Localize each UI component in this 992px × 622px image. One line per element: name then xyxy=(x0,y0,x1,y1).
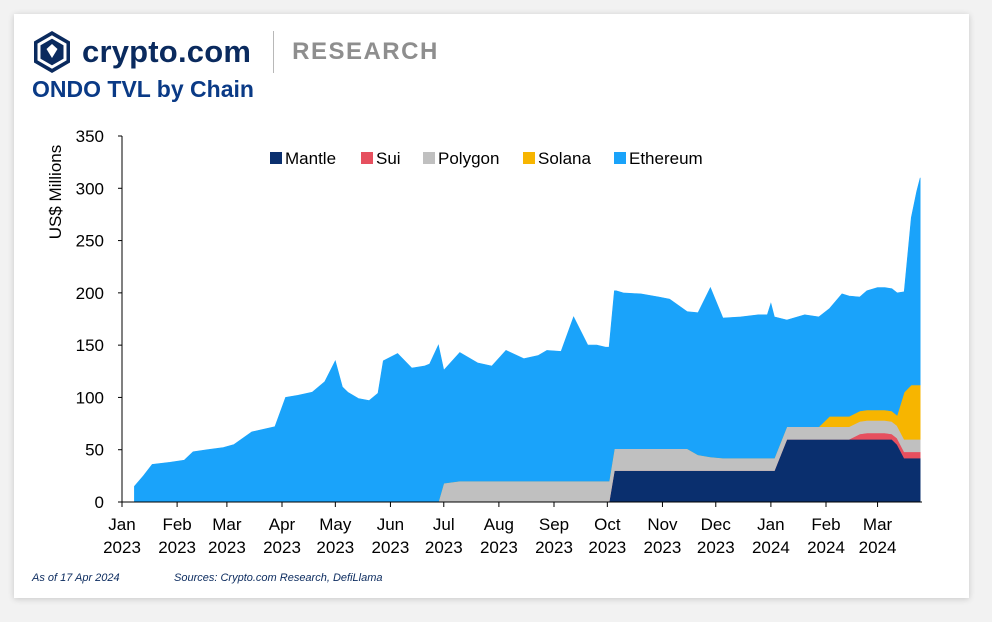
x-tick-label-year: 2023 xyxy=(588,538,626,557)
y-tick-label: 300 xyxy=(76,179,104,198)
x-tick-label-month: Jan xyxy=(757,515,784,534)
x-tick-label-year: 2023 xyxy=(158,538,196,557)
legend-label-sui: Sui xyxy=(376,149,401,168)
y-tick-label: 250 xyxy=(76,232,104,251)
x-tick-label-month: Feb xyxy=(811,515,840,534)
y-tick-label: 50 xyxy=(85,441,104,460)
crypto-com-logo-icon xyxy=(34,31,70,73)
x-tick-label-month: Apr xyxy=(269,515,296,534)
brand-section: RESEARCH xyxy=(292,38,439,65)
legend-label-mantle: Mantle xyxy=(285,149,336,168)
x-tick-label-year: 2023 xyxy=(103,538,141,557)
x-tick-label-month: Dec xyxy=(701,515,732,534)
legend-swatch-sui xyxy=(361,152,373,164)
x-tick-label-month: Oct xyxy=(594,515,621,534)
legend-swatch-mantle xyxy=(270,152,282,164)
x-tick-label-year: 2023 xyxy=(263,538,301,557)
x-tick-label-year: 2023 xyxy=(535,538,573,557)
x-tick-label-year: 2023 xyxy=(480,538,518,557)
y-tick-label: 0 xyxy=(95,493,104,512)
legend-swatch-polygon xyxy=(423,152,435,164)
legend-swatch-solana xyxy=(523,152,535,164)
x-tick-label-month: Jul xyxy=(433,515,455,534)
x-tick-label-month: Mar xyxy=(212,515,242,534)
y-tick-label: 350 xyxy=(76,127,104,146)
legend-swatch-ethereum xyxy=(614,152,626,164)
x-tick-label-month: Nov xyxy=(647,515,678,534)
chart-title: ONDO TVL by Chain xyxy=(32,76,254,102)
y-tick-label: 150 xyxy=(76,336,104,355)
x-tick-label-year: 2024 xyxy=(752,538,790,557)
legend-label-solana: Solana xyxy=(538,149,591,168)
y-tick-label: 100 xyxy=(76,388,104,407)
x-tick-label-year: 2023 xyxy=(697,538,735,557)
brand-divider xyxy=(273,31,275,73)
y-axis-label: US$ Millions xyxy=(46,145,65,239)
x-tick-label-year: 2023 xyxy=(372,538,410,557)
legend-label-ethereum: Ethereum xyxy=(629,149,703,168)
x-tick-label-year: 2023 xyxy=(644,538,682,557)
x-tick-label-month: May xyxy=(319,515,352,534)
x-tick-label-year: 2023 xyxy=(316,538,354,557)
x-tick-label-year: 2023 xyxy=(425,538,463,557)
x-tick-label-month: Mar xyxy=(863,515,893,534)
x-tick-label-month: Jan xyxy=(108,515,135,534)
x-tick-label-year: 2024 xyxy=(859,538,897,557)
brand-header: crypto.com RESEARCH xyxy=(32,28,439,76)
y-tick-label: 200 xyxy=(76,284,104,303)
as-of-note: As of 17 Apr 2024 xyxy=(32,572,120,584)
brand-name: crypto.com xyxy=(82,34,252,69)
x-tick-label-month: Feb xyxy=(162,515,191,534)
x-tick-label-year: 2023 xyxy=(208,538,246,557)
x-tick-label-year: 2024 xyxy=(807,538,845,557)
x-tick-label-month: Aug xyxy=(484,515,514,534)
legend-label-polygon: Polygon xyxy=(438,149,499,168)
sources-note: Sources: Crypto.com Research, DefiLlama xyxy=(174,572,383,584)
x-tick-label-month: Jun xyxy=(377,515,404,534)
x-tick-label-month: Sep xyxy=(539,515,569,534)
